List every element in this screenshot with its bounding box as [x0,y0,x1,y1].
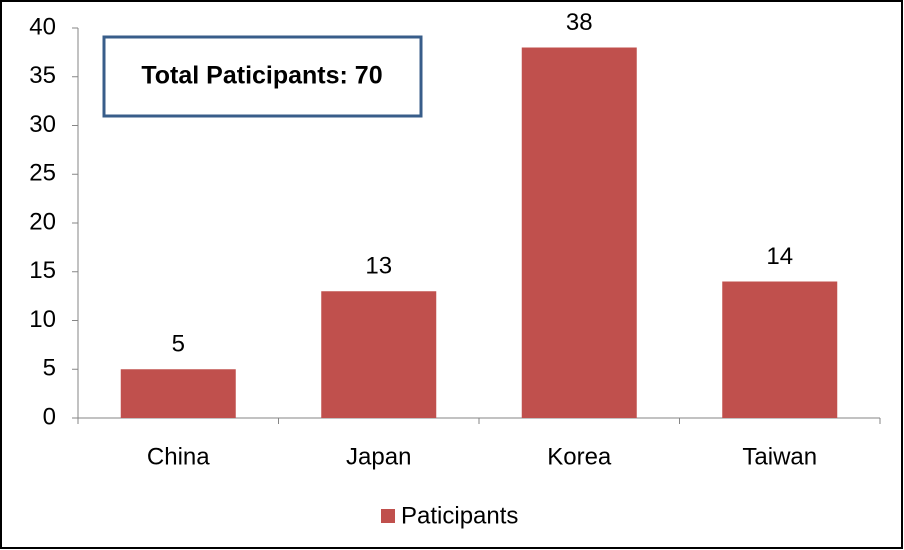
data-label: 14 [766,243,793,270]
y-tick-label: 15 [29,257,56,284]
y-tick-label: 0 [43,403,56,430]
y-tick-label: 30 [29,111,56,138]
bar [120,369,236,418]
bar [521,47,637,418]
legend-label: Paticipants [401,502,518,529]
legend-swatch [381,509,395,523]
x-tick-label: China [147,443,210,470]
bar [321,291,437,418]
bar [722,281,838,418]
y-tick-label: 5 [43,355,56,382]
x-tick-label: Japan [346,443,411,470]
y-tick-label: 20 [29,208,56,235]
x-tick-label: Taiwan [742,443,817,470]
y-tick-label: 35 [29,62,56,89]
annotation: Total Paticipants: 70 [141,62,382,90]
y-tick-label: 10 [29,306,56,333]
data-label: 13 [365,253,392,280]
y-tick-label: 25 [29,160,56,187]
data-label: 5 [172,331,185,358]
annotation-box [102,35,423,118]
y-tick-label: 40 [29,13,56,40]
x-tick-label: Korea [547,443,612,470]
data-label: 38 [566,9,593,36]
